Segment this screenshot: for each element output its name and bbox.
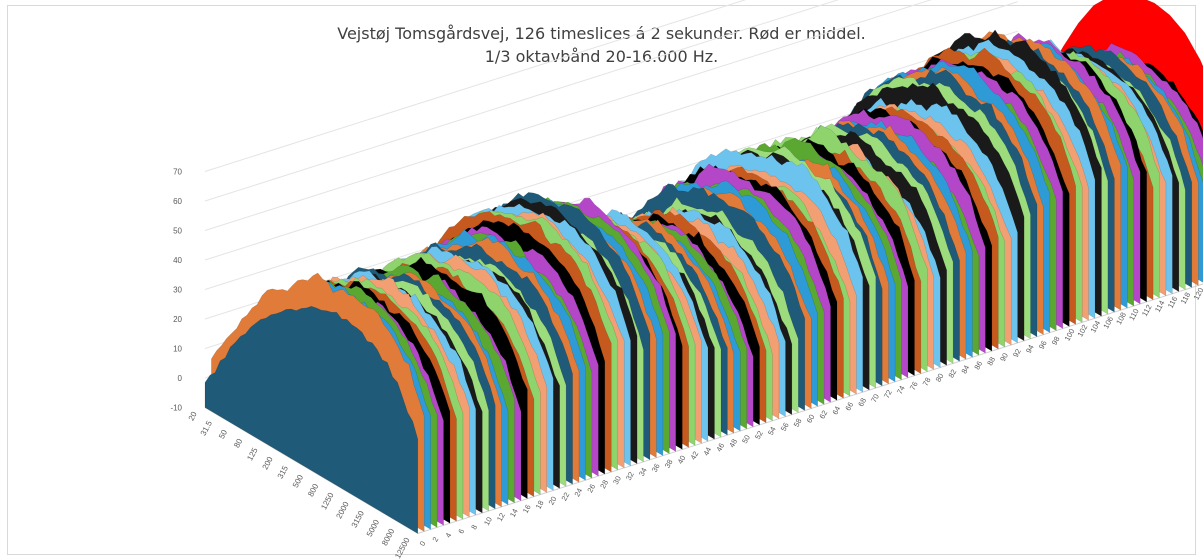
slice-tick-label: 90 xyxy=(998,351,1010,363)
slice-tick-label: 22 xyxy=(560,491,572,503)
slice-tick-label: 82 xyxy=(947,368,959,380)
freq-tick-label: 200 xyxy=(261,455,275,471)
slice-tick-label: 54 xyxy=(766,425,778,437)
freq-tick-label: 315 xyxy=(276,464,290,480)
slice-tick-label: 70 xyxy=(869,392,881,404)
freq-tick-label: 800 xyxy=(306,482,320,498)
slice-tick-label: 92 xyxy=(1011,347,1023,359)
slice-tick-label: 58 xyxy=(792,417,804,429)
slice-tick-label: 66 xyxy=(843,401,855,413)
slice-tick-label: 48 xyxy=(727,437,739,449)
y-tick-label: 60 xyxy=(173,197,182,206)
freq-tick-label: 12500 xyxy=(393,536,412,560)
slice-tick-label: 38 xyxy=(663,458,675,470)
slice-tick-label: 118 xyxy=(1179,291,1193,306)
slice-tick-label: 42 xyxy=(689,450,701,462)
freq-tick-label: 20 xyxy=(187,410,199,423)
slice-tick-label: 30 xyxy=(611,474,623,486)
slice-tick-label: 72 xyxy=(882,388,894,400)
slice-tick-label: 86 xyxy=(972,360,984,372)
slice-tick-label: 104 xyxy=(1088,319,1102,334)
gridline-30 xyxy=(204,30,1018,290)
gridline-70 xyxy=(204,0,747,172)
slice-tick-label: 32 xyxy=(624,470,636,482)
slice-tick-label: 96 xyxy=(1037,339,1049,351)
slice-tick-label: 56 xyxy=(779,421,791,433)
slice-tick-label: 36 xyxy=(650,462,662,474)
slice-tick-label: 44 xyxy=(701,446,713,458)
freq-tick-label: 3150 xyxy=(350,509,367,529)
series-slice-0 xyxy=(204,306,418,534)
slice-tick-label: 100 xyxy=(1063,327,1077,342)
slice-tick-label: 10 xyxy=(482,515,494,527)
slice-tick-label: 106 xyxy=(1101,315,1115,330)
slice-tick-label: 60 xyxy=(805,413,817,425)
gridline-50 xyxy=(204,0,932,231)
y-tick-label: 10 xyxy=(173,345,182,354)
y-tick-label: -10 xyxy=(170,404,182,413)
slice-tick-label: 46 xyxy=(714,442,726,454)
y-tick-label: 70 xyxy=(173,168,182,177)
slice-tick-label: 24 xyxy=(572,487,584,499)
slice-tick-label: 102 xyxy=(1076,323,1090,338)
freq-tick-label: 8000 xyxy=(380,527,397,547)
freq-tick-label: 31.5 xyxy=(199,419,215,437)
slice-tick-label: 114 xyxy=(1153,299,1167,314)
freq-tick-label: 50 xyxy=(217,428,229,441)
y-tick-label: 50 xyxy=(173,227,182,236)
slice-tick-label: 26 xyxy=(585,483,597,495)
freq-tick-label: 80 xyxy=(232,437,244,450)
slice-tick-label: 20 xyxy=(547,495,559,507)
gridline-60 xyxy=(204,0,840,202)
freq-tick-label: 500 xyxy=(291,473,305,489)
y-tick-label: 0 xyxy=(178,374,183,383)
chart-subtitle: 1/3 oktavbånd 20-16.000 Hz. xyxy=(484,47,719,66)
freq-tick-label: 1250 xyxy=(319,491,336,511)
slice-tick-label: 68 xyxy=(856,396,868,408)
slice-tick-label: 12 xyxy=(495,511,507,523)
series-layer xyxy=(204,0,1203,534)
slice-tick-label: 116 xyxy=(1166,295,1180,310)
slice-tick-label: 28 xyxy=(598,478,610,490)
slice-tick-label: 14 xyxy=(508,507,520,519)
slice-tick-label: 84 xyxy=(959,364,971,376)
slice-tick-label: 52 xyxy=(753,429,765,441)
slice-tick-label: 120 xyxy=(1192,286,1203,301)
slice-tick-label: 112 xyxy=(1140,303,1154,318)
slice-tick-label: 2 xyxy=(431,535,441,543)
slice-tick-label: 94 xyxy=(1024,343,1036,355)
slice-tick-label: 16 xyxy=(521,503,533,515)
slice-tick-label: 78 xyxy=(921,376,933,388)
slice-tick-label: 62 xyxy=(818,409,830,421)
slice-tick-label: 80 xyxy=(934,372,946,384)
y-tick-label: 40 xyxy=(173,256,182,265)
slice-tick-label: 8 xyxy=(469,523,479,531)
freq-tick-label: 2000 xyxy=(334,500,351,520)
slice-tick-label: 98 xyxy=(1050,335,1062,347)
chart-title: Vejstøj Tomsgårdsvej, 126 timeslices á 2… xyxy=(337,24,866,43)
slice-tick-label: 88 xyxy=(985,355,997,367)
chart-title-block: Vejstøj Tomsgårdsvej, 126 timeslices á 2… xyxy=(0,22,1203,68)
slice-tick-label: 108 xyxy=(1114,311,1128,326)
slice-tick-label: 76 xyxy=(908,380,920,392)
slice-tick-label: 34 xyxy=(637,466,649,478)
slice-tick-label: 6 xyxy=(456,527,466,535)
slice-tick-label: 4 xyxy=(443,531,453,539)
slice-tick-label: 0 xyxy=(418,540,428,548)
freq-tick-label: 125 xyxy=(245,446,259,462)
slice-tick-label: 74 xyxy=(895,384,907,396)
slice-tick-label: 50 xyxy=(740,433,752,445)
y-tick-label: 30 xyxy=(173,286,182,295)
slice-tick-label: 64 xyxy=(830,405,842,417)
slice-tick-label: 18 xyxy=(534,499,546,511)
y-tick-label: 20 xyxy=(173,315,182,324)
freq-tick-label: 5000 xyxy=(365,518,382,538)
slice-tick-label: 110 xyxy=(1127,307,1141,322)
slice-tick-label: 40 xyxy=(676,454,688,466)
gridline-40 xyxy=(204,1,1018,261)
